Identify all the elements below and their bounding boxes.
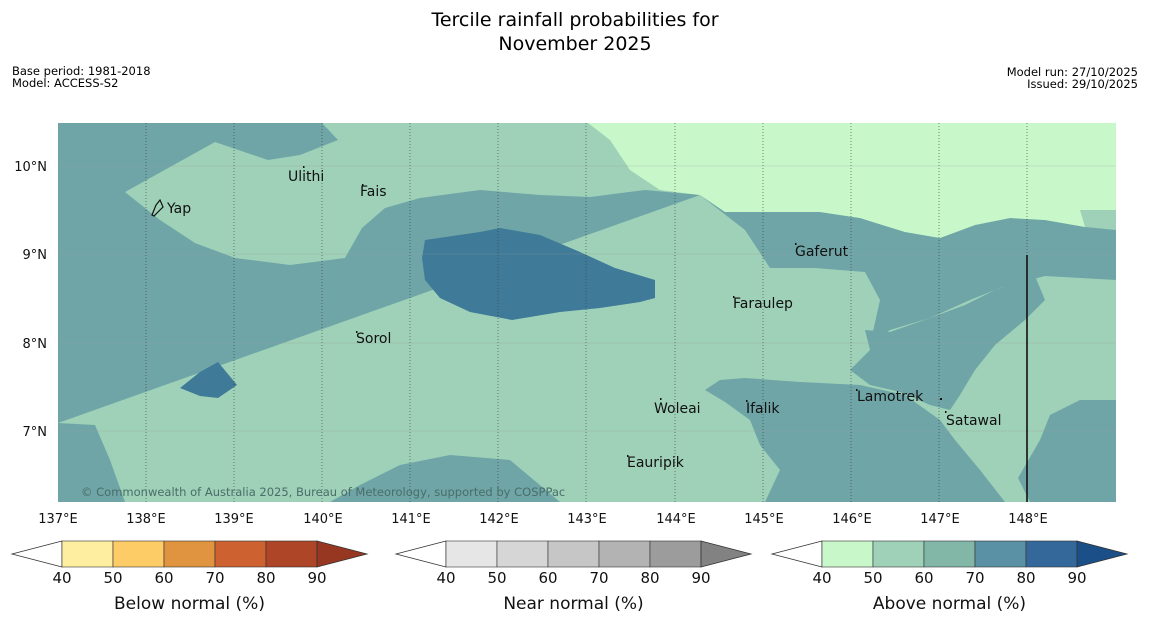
colorbar-tick: 40 (52, 569, 71, 587)
lon-tick-137e: 137°E (38, 512, 78, 527)
lat-tick-9n: 9°N (23, 248, 48, 263)
colorbar-label: Below normal (%) (114, 594, 265, 614)
colorbar-tick: 50 (487, 569, 506, 587)
lon-tick-140e: 140°E (303, 512, 343, 527)
place-label-satawal: Satawal (946, 413, 1001, 429)
colorbar-segment (873, 541, 924, 567)
colorbar-tick: 60 (914, 569, 933, 587)
colorbar-over-extend (317, 541, 367, 567)
lat-tick-7n: 7°N (23, 425, 48, 440)
colorbar-below-normal: 40 50 60 70 80 90 Below normal (%) (12, 541, 367, 614)
colorbar-segment (548, 541, 599, 567)
colorbar-segment (164, 541, 215, 567)
colorbar-tick: 40 (812, 569, 831, 587)
place-label-gaferut: Gaferut (795, 244, 849, 260)
colorbar-tick: 80 (640, 569, 659, 587)
place-label-fais: Fais (360, 184, 387, 200)
lon-tick-144e: 144°E (656, 512, 696, 527)
colorbar-over-extend (701, 541, 751, 567)
colorbar-label: Above normal (%) (873, 594, 1026, 614)
colorbar-over-extend (1077, 541, 1127, 567)
lon-tick-148e: 148°E (1008, 512, 1048, 527)
probability-field (58, 123, 1116, 502)
colorbar-segment (215, 541, 266, 567)
lon-tick-139e: 139°E (214, 512, 254, 527)
place-label-ifalik: Ifalik (746, 401, 780, 417)
lon-tick-142e: 142°E (479, 512, 519, 527)
colorbar-legends: 40 50 60 70 80 90 Below normal (%) 40 50 60 70 80 90… (12, 541, 1127, 614)
lat-tick-10n: 10°N (14, 160, 47, 175)
place-label-woleai: Woleai (654, 401, 701, 417)
colorbar-segment (599, 541, 650, 567)
colorbar-segment (924, 541, 975, 567)
lon-tick-147e: 147°E (920, 512, 960, 527)
lon-tick-145e: 145°E (744, 512, 784, 527)
colorbar-under-extend (12, 541, 62, 567)
colorbar-segment (266, 541, 317, 567)
colorbar-tick: 80 (256, 569, 275, 587)
colorbar-segment (822, 541, 873, 567)
place-label-eauripik: Eauripik (627, 455, 685, 471)
colorbar-under-extend (772, 541, 822, 567)
lon-tick-138e: 138°E (126, 512, 166, 527)
colorbar-label: Near normal (%) (503, 594, 643, 614)
colorbar-segment (650, 541, 701, 567)
colorbar-near-normal: 40 50 60 70 80 90 Near normal (%) (396, 541, 751, 614)
colorbar-tick: 40 (436, 569, 455, 587)
lon-tick-143e: 143°E (567, 512, 607, 527)
colorbar-tick: 90 (1067, 569, 1086, 587)
colorbar-under-extend (396, 541, 446, 567)
colorbar-tick: 70 (205, 569, 224, 587)
colorbar-above-normal: 40 50 60 70 80 90 Above normal (%) (772, 541, 1127, 614)
colorbar-tick: 80 (1016, 569, 1035, 587)
place-label-ulithi: Ulithi (288, 169, 324, 185)
lat-tick-8n: 8°N (23, 337, 48, 352)
colorbar-tick: 70 (965, 569, 984, 587)
place-label-yap: Yap (166, 201, 191, 217)
colorbar-segment (62, 541, 113, 567)
colorbar-tick: 90 (307, 569, 326, 587)
colorbar-segment (446, 541, 497, 567)
colorbar-tick: 70 (589, 569, 608, 587)
lon-tick-141e: 141°E (391, 512, 431, 527)
colorbar-segment (497, 541, 548, 567)
place-label-lamotrek: Lamotrek (857, 389, 924, 405)
colorbar-segment (975, 541, 1026, 567)
place-label-faraulep: Faraulep (733, 296, 793, 312)
colorbar-tick: 60 (538, 569, 557, 587)
colorbar-segment (1026, 541, 1077, 567)
colorbar-segment (113, 541, 164, 567)
place-label-sorol: Sorol (356, 331, 391, 347)
colorbar-tick: 50 (103, 569, 122, 587)
colorbar-tick: 60 (154, 569, 173, 587)
colorbar-tick: 90 (691, 569, 710, 587)
lon-tick-146e: 146°E (832, 512, 872, 527)
copyright-text: © Commonwealth of Australia 2025, Bureau… (81, 485, 565, 499)
colorbar-tick: 50 (863, 569, 882, 587)
